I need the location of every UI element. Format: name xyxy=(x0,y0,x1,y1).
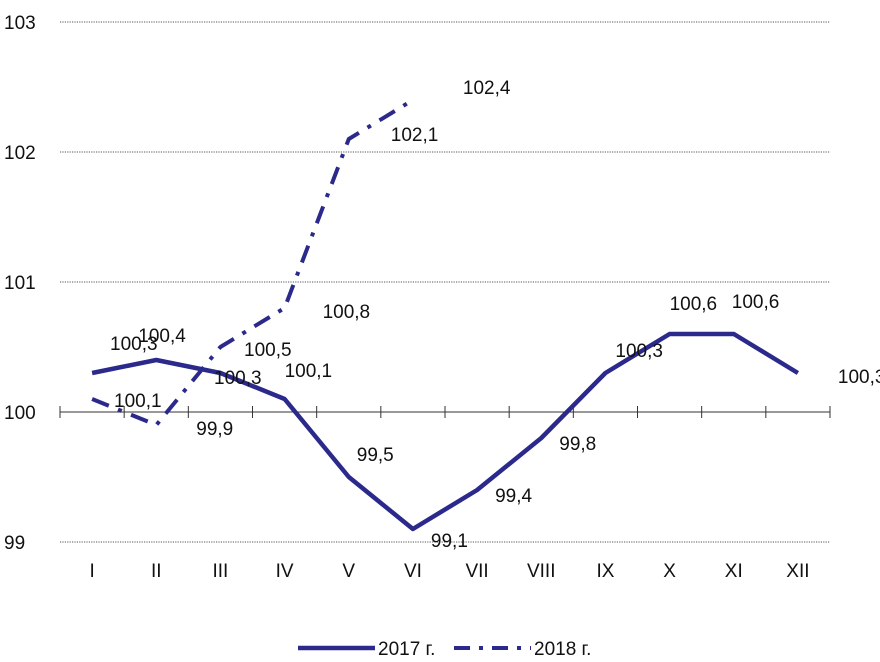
y-tick-label: 101 xyxy=(4,273,36,294)
data-label: 100,3 xyxy=(110,334,158,355)
x-tick-label: XII xyxy=(786,561,809,582)
x-tick-label: IV xyxy=(276,561,294,582)
x-tick-label: X xyxy=(663,561,676,582)
data-label: 100,3 xyxy=(214,368,262,389)
legend: 2017 г. 2018 г. xyxy=(298,639,591,660)
data-label: 100,1 xyxy=(285,361,333,382)
data-label: 99,4 xyxy=(495,486,532,507)
x-tick-label: III xyxy=(212,561,228,582)
data-label: 100,4 xyxy=(138,326,186,347)
data-label: 99,5 xyxy=(357,445,394,466)
x-axis-tick-labels: I II III IV V VI VII VIII IX X XI XII xyxy=(89,561,809,582)
data-label: 100,6 xyxy=(670,294,718,315)
x-tick-label: I xyxy=(89,561,94,582)
y-tick-label: 103 xyxy=(4,13,36,34)
x-tick-label: VII xyxy=(465,561,488,582)
data-label: 99,9 xyxy=(196,419,233,440)
x-tick-label: II xyxy=(151,561,162,582)
data-label: 100,5 xyxy=(244,340,292,361)
series-line-1 xyxy=(91,98,414,427)
x-tick-label: VIII xyxy=(527,561,556,582)
data-label: 100,6 xyxy=(732,292,780,313)
data-label: 99,1 xyxy=(431,531,468,552)
x-tick-label: XI xyxy=(725,561,743,582)
x-tick-label: IX xyxy=(596,561,614,582)
series-line-0 xyxy=(91,331,800,532)
y-tick-label: 99 xyxy=(4,533,25,554)
series-lines xyxy=(91,98,800,532)
legend-label: 2017 г. xyxy=(378,639,435,660)
data-label: 99,8 xyxy=(559,434,596,455)
legend-label: 2018 г. xyxy=(534,639,591,660)
data-label: 102,1 xyxy=(391,125,439,146)
data-label: 100,3 xyxy=(615,341,663,362)
y-tick-label: 102 xyxy=(4,143,36,164)
data-label: 102,4 xyxy=(463,78,511,99)
x-tick-label: VI xyxy=(404,561,422,582)
data-label: 100,3 xyxy=(838,367,880,388)
data-label: 100,1 xyxy=(114,391,162,412)
data-label: 100,8 xyxy=(323,302,371,323)
y-axis-tick-labels: 99 100 101 102 103 xyxy=(4,13,36,554)
grid-lines xyxy=(60,21,830,543)
x-tick-label: V xyxy=(342,561,355,582)
x-axis xyxy=(59,406,831,418)
y-tick-label: 100 xyxy=(4,403,36,424)
